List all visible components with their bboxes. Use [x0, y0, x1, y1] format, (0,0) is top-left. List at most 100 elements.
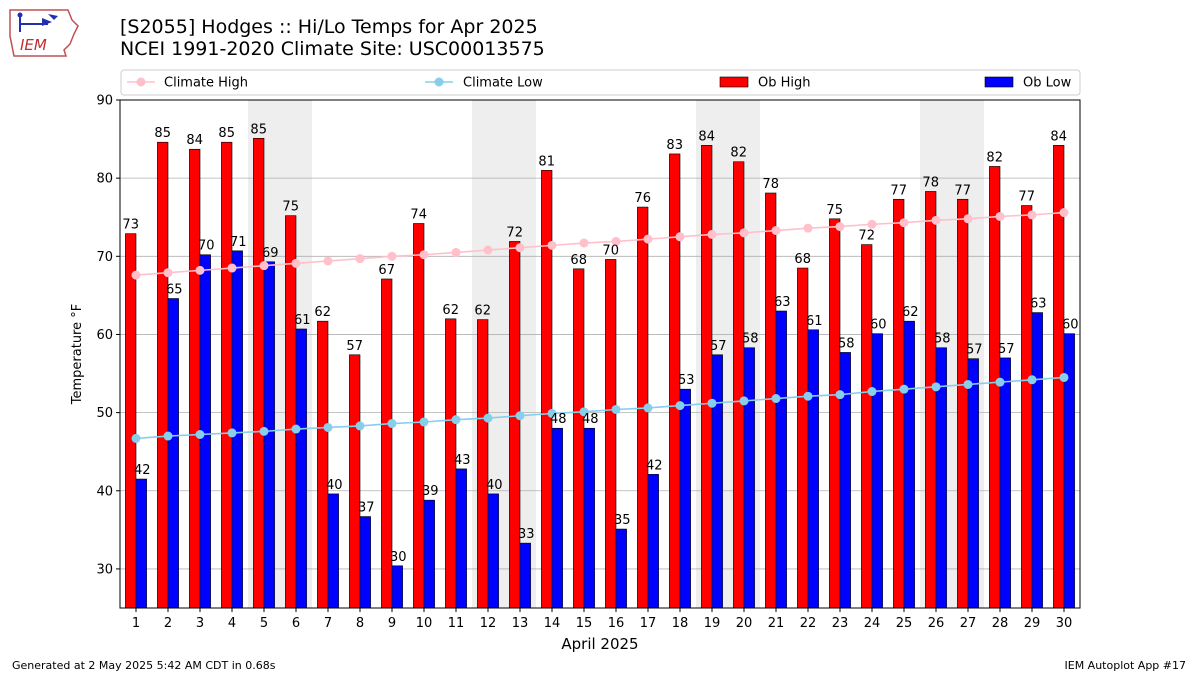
low-bar — [583, 427, 595, 609]
climate-high-point — [995, 211, 1005, 221]
y-tick-label: 60 — [96, 328, 113, 343]
high-bar — [349, 354, 361, 609]
high-value-label: 77 — [954, 183, 971, 198]
high-value-label: 74 — [410, 207, 427, 222]
low-bar — [711, 354, 723, 609]
climate-high-point — [163, 268, 173, 278]
x-tick-label: 9 — [388, 616, 396, 631]
climate-high-point — [483, 245, 493, 255]
high-value-label: 84 — [1050, 129, 1067, 144]
app-note: IEM Autoplot App #17 — [1064, 659, 1187, 672]
climate-high-point — [227, 263, 237, 273]
plot-frame — [119, 99, 1081, 609]
low-bar — [967, 358, 979, 609]
climate-low-point — [355, 421, 365, 431]
svg-text:IEM: IEM — [20, 36, 47, 54]
low-value-label: 61 — [806, 314, 823, 329]
climate-high-point — [387, 251, 397, 261]
climate-high-point — [739, 228, 749, 238]
x-tick-label: 28 — [992, 616, 1009, 631]
climate-high-point — [643, 234, 653, 244]
high-bar — [893, 198, 905, 609]
low-value-label: 63 — [1030, 297, 1047, 312]
x-tick-label: 12 — [480, 616, 497, 631]
high-value-label: 77 — [890, 183, 907, 198]
high-value-label: 75 — [826, 203, 843, 218]
climate-low-point — [547, 408, 557, 418]
x-tick-label: 26 — [928, 616, 945, 631]
x-tick-label: 7 — [324, 616, 332, 631]
climate-low-point — [643, 403, 653, 413]
low-value-label: 71 — [230, 235, 247, 250]
low-value-label: 58 — [742, 332, 759, 347]
climate-high-point — [579, 238, 589, 248]
climate-high-point — [323, 256, 333, 266]
legend-climate-high-marker — [136, 77, 146, 87]
climate-low-point — [803, 391, 813, 401]
legend-climate-high-label: Climate High — [164, 76, 248, 91]
high-bar — [477, 319, 489, 609]
generated-note: Generated at 2 May 2025 5:42 AM CDT in 0… — [12, 659, 276, 672]
low-bar — [391, 565, 403, 609]
high-value-label: 85 — [218, 126, 235, 141]
climate-low-point — [259, 426, 269, 436]
low-bar — [1031, 312, 1043, 609]
climate-low-point — [867, 387, 877, 397]
high-bar — [989, 166, 1001, 609]
x-tick-label: 22 — [800, 616, 817, 631]
high-value-label: 83 — [666, 138, 683, 153]
climate-low-point — [579, 407, 589, 417]
low-value-label: 60 — [870, 318, 887, 333]
high-value-label: 85 — [250, 122, 267, 137]
x-tick-label: 8 — [356, 616, 364, 631]
high-value-label: 84 — [186, 133, 203, 148]
low-bar — [487, 493, 499, 609]
low-bar — [423, 499, 435, 609]
high-value-label: 67 — [378, 263, 395, 278]
climate-low-point — [227, 428, 237, 438]
legend-ob-high-swatch — [719, 76, 749, 88]
x-tick-label: 10 — [416, 616, 433, 631]
low-value-label: 40 — [486, 478, 503, 493]
high-value-label: 72 — [506, 225, 523, 240]
x-tick-label: 13 — [512, 616, 529, 631]
low-bar — [999, 357, 1011, 609]
x-tick-label: 11 — [448, 616, 465, 631]
y-tick-label: 90 — [96, 94, 113, 109]
high-bar — [285, 215, 297, 609]
low-bar — [903, 320, 915, 609]
x-tick-label: 20 — [736, 616, 753, 631]
x-tick-label: 29 — [1024, 616, 1041, 631]
low-value-label: 58 — [838, 336, 855, 351]
climate-low-point — [323, 422, 333, 432]
climate-low-point — [771, 394, 781, 404]
climate-lines — [131, 208, 1069, 443]
low-value-label: 53 — [678, 373, 695, 388]
climate-high-point — [195, 265, 205, 275]
y-axis-label: Temperature °F — [70, 304, 85, 405]
low-bar — [327, 493, 339, 609]
x-tick-label: 23 — [832, 616, 849, 631]
climate-low-point — [419, 417, 429, 427]
low-value-label: 39 — [422, 484, 439, 499]
high-value-label: 57 — [346, 339, 363, 354]
low-value-label: 30 — [390, 550, 407, 565]
low-bar — [551, 427, 563, 609]
high-value-label: 82 — [986, 150, 1003, 165]
high-value-label: 72 — [858, 229, 875, 244]
climate-high-point — [611, 236, 621, 246]
legend: Climate High Climate Low Ob High Ob Low — [120, 69, 1081, 96]
climate-low-point — [963, 379, 973, 389]
climate-high-point — [355, 254, 365, 264]
low-bar — [135, 478, 147, 609]
climate-low-point — [995, 377, 1005, 387]
legend-ob-low-swatch — [984, 76, 1014, 88]
high-value-label: 85 — [154, 126, 171, 141]
low-value-label: 35 — [614, 513, 631, 528]
climate-high-point — [419, 250, 429, 260]
high-bar — [1021, 205, 1033, 609]
low-bar — [775, 310, 787, 609]
y-tick-label: 50 — [96, 406, 113, 421]
